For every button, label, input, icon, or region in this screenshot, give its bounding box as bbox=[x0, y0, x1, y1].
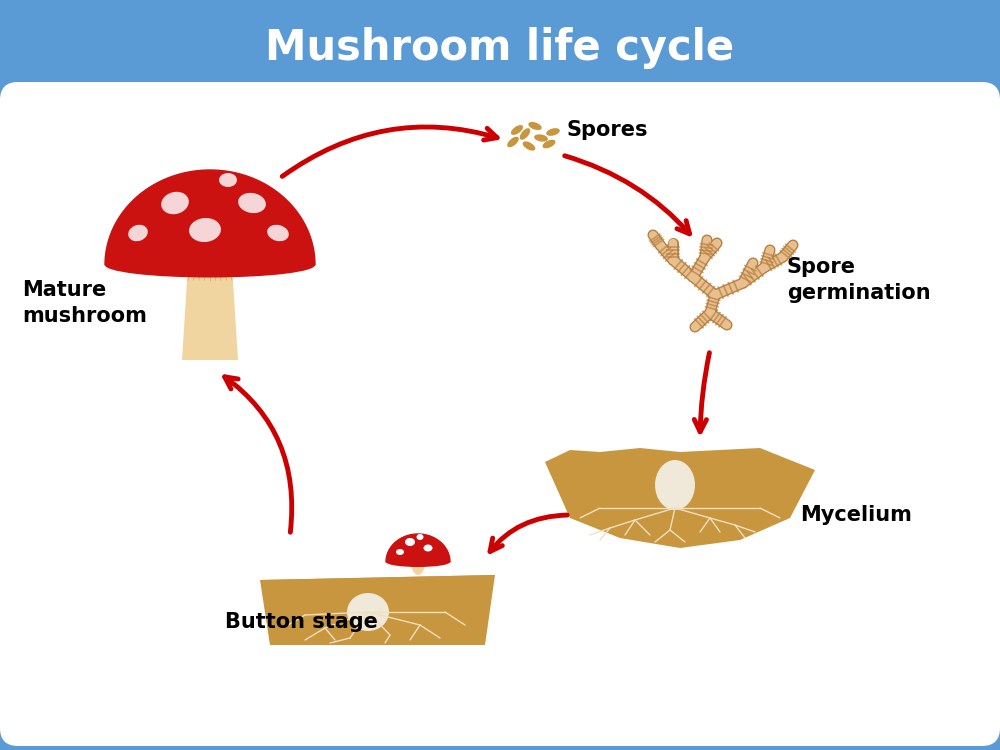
Ellipse shape bbox=[396, 549, 404, 555]
Polygon shape bbox=[260, 575, 495, 600]
Ellipse shape bbox=[105, 253, 315, 278]
Polygon shape bbox=[260, 575, 495, 645]
Ellipse shape bbox=[511, 125, 523, 135]
FancyArrowPatch shape bbox=[694, 352, 709, 432]
Ellipse shape bbox=[128, 225, 148, 242]
Text: Spore
germination: Spore germination bbox=[787, 256, 931, 303]
Polygon shape bbox=[386, 534, 450, 562]
Ellipse shape bbox=[180, 258, 240, 272]
Ellipse shape bbox=[542, 140, 556, 148]
Ellipse shape bbox=[528, 122, 542, 130]
Ellipse shape bbox=[534, 134, 548, 142]
Ellipse shape bbox=[520, 128, 530, 140]
Ellipse shape bbox=[411, 549, 425, 575]
FancyArrowPatch shape bbox=[282, 127, 497, 176]
Ellipse shape bbox=[655, 460, 695, 510]
Ellipse shape bbox=[267, 225, 289, 242]
Ellipse shape bbox=[238, 193, 266, 213]
Polygon shape bbox=[182, 265, 238, 360]
Ellipse shape bbox=[347, 593, 389, 631]
Polygon shape bbox=[545, 448, 815, 548]
FancyArrowPatch shape bbox=[565, 156, 690, 234]
Ellipse shape bbox=[423, 544, 432, 551]
Text: Mature
mushroom: Mature mushroom bbox=[22, 280, 147, 326]
Text: Button stage: Button stage bbox=[225, 612, 378, 632]
FancyArrowPatch shape bbox=[490, 515, 567, 551]
Ellipse shape bbox=[161, 192, 189, 214]
Text: Spores: Spores bbox=[567, 120, 648, 140]
Ellipse shape bbox=[189, 218, 221, 242]
Ellipse shape bbox=[416, 534, 424, 540]
FancyBboxPatch shape bbox=[0, 0, 1000, 105]
Ellipse shape bbox=[546, 128, 560, 136]
Text: Mushroom life cycle: Mushroom life cycle bbox=[265, 27, 735, 69]
Ellipse shape bbox=[507, 136, 519, 147]
FancyArrowPatch shape bbox=[225, 376, 292, 532]
Ellipse shape bbox=[219, 173, 237, 187]
Ellipse shape bbox=[405, 538, 415, 546]
Text: Mycelium: Mycelium bbox=[800, 505, 912, 525]
Polygon shape bbox=[105, 170, 315, 265]
Ellipse shape bbox=[386, 557, 450, 567]
Ellipse shape bbox=[523, 141, 535, 151]
FancyBboxPatch shape bbox=[0, 82, 1000, 746]
